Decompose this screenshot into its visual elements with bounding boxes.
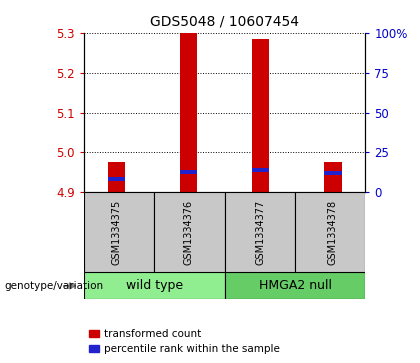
Bar [155,192,225,272]
Bar [84,272,225,299]
Text: GSM1334378: GSM1334378 [328,200,338,265]
Bar [295,192,365,272]
Bar [324,163,341,192]
Text: HMGA2 null: HMGA2 null [259,280,331,292]
Text: GSM1334375: GSM1334375 [111,200,121,265]
Bar [225,272,365,299]
Text: genotype/variation: genotype/variation [4,281,103,291]
Bar [252,38,270,192]
Bar [108,163,125,192]
Bar [252,168,270,172]
Text: wild type: wild type [126,280,183,292]
Text: GSM1334377: GSM1334377 [256,200,266,265]
Text: GSM1334376: GSM1334376 [184,200,194,265]
Bar [180,170,197,174]
Bar [84,192,155,272]
Bar [108,177,125,181]
Bar [324,171,341,175]
Legend: transformed count, percentile rank within the sample: transformed count, percentile rank withi… [89,329,280,354]
Bar [180,33,197,192]
Title: GDS5048 / 10607454: GDS5048 / 10607454 [150,15,299,29]
Bar [225,192,295,272]
